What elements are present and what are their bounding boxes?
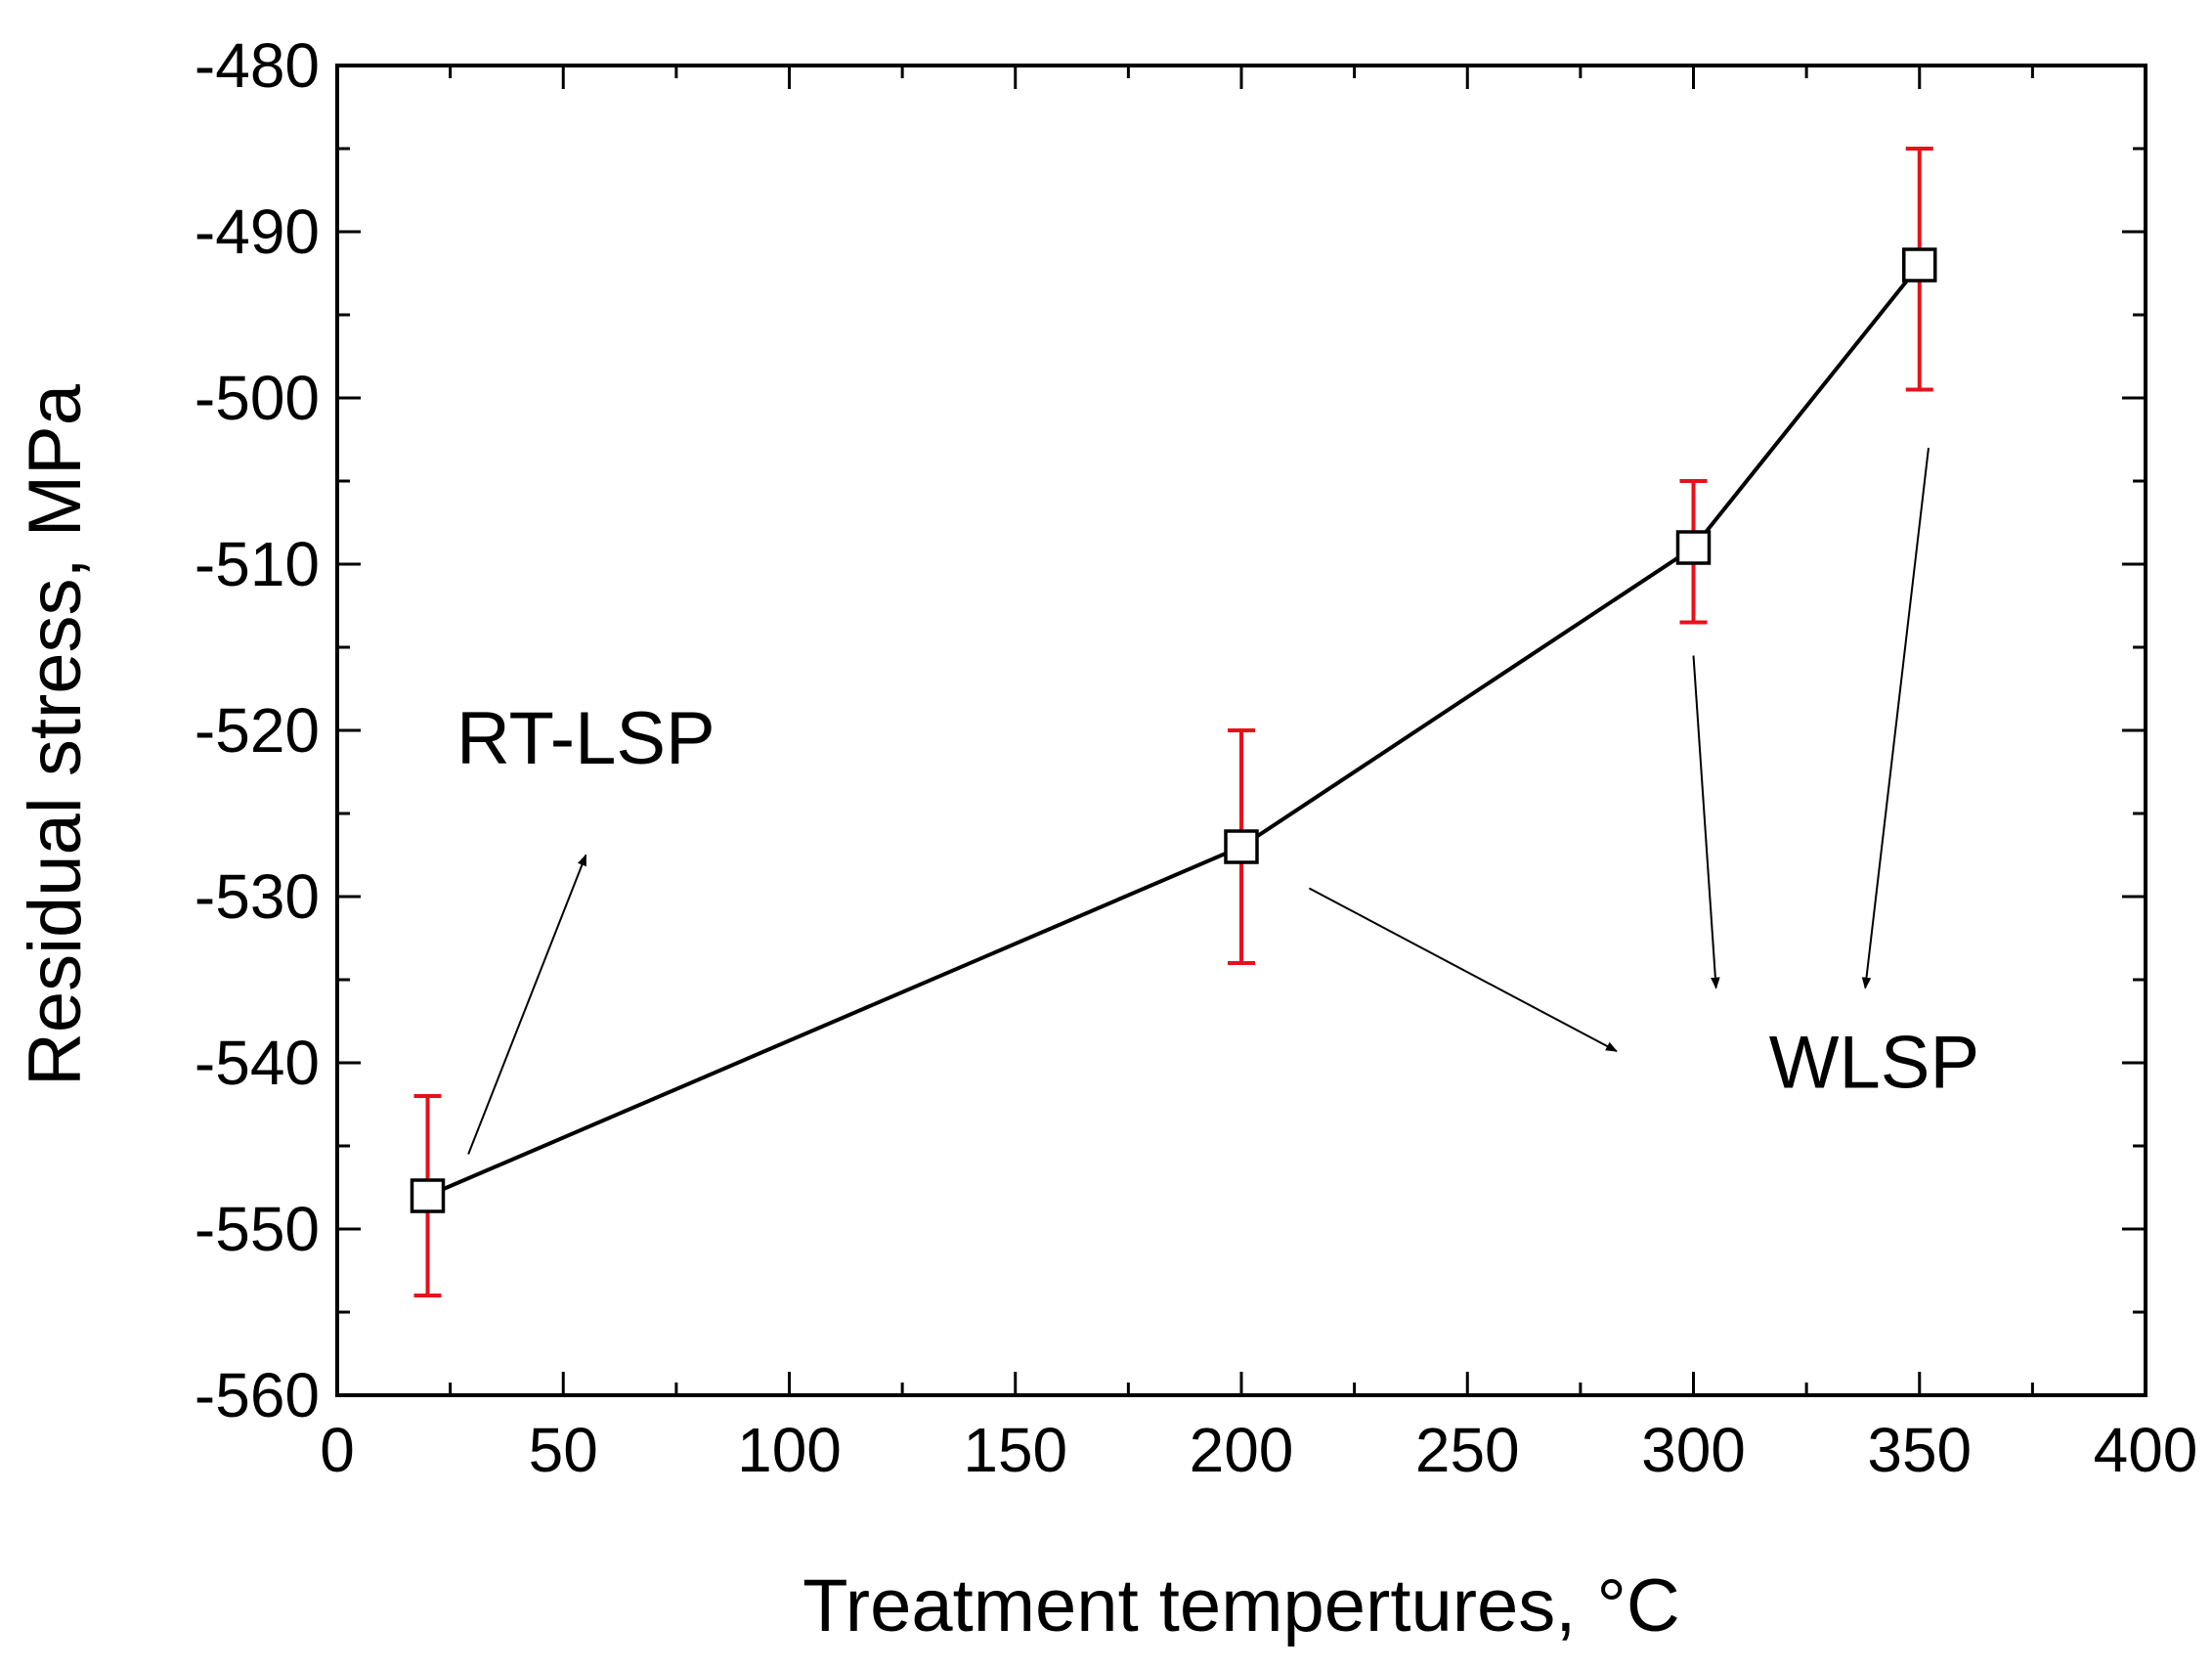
annotation-arrow — [1861, 447, 1930, 989]
annotation-arrows — [467, 447, 1930, 1155]
series-lines — [426, 263, 1922, 1198]
annotation-label: RT-LSP — [456, 697, 716, 780]
x-axis-tick-labels: 0 50 100 150 200 250 300 350 400 — [320, 1415, 2197, 1485]
x-tick-label: 100 — [737, 1415, 842, 1485]
x-tick-label: 300 — [1641, 1415, 1746, 1485]
x-tick-label: 200 — [1190, 1415, 1294, 1485]
data-point — [1902, 247, 1937, 283]
y-tick-label: -490 — [195, 197, 320, 267]
annotation-arrow — [1692, 655, 1720, 989]
x-tick-label: 400 — [2094, 1415, 2198, 1485]
annotation-arrow — [467, 854, 587, 1155]
data-point — [1675, 530, 1712, 565]
y-tick-label: -520 — [195, 695, 320, 766]
y-tick-label: -540 — [195, 1028, 320, 1098]
annotation-arrow — [1308, 887, 1618, 1052]
x-tick-label: 0 — [320, 1415, 355, 1485]
data-point — [1224, 829, 1259, 864]
y-tick-label: -510 — [195, 529, 320, 599]
data-markers — [410, 247, 1937, 1213]
y-axis-tick-labels: -480 -490 -500 -510 -520 -530 -540 -550 -560 — [195, 30, 320, 1430]
y-tick-label: -530 — [195, 861, 320, 932]
x-tick-label: 350 — [1867, 1415, 1972, 1485]
annotation-labels: RT-LSP WLSP — [456, 697, 1979, 1105]
y-tick-label: -550 — [195, 1194, 320, 1264]
y-tick-label: -560 — [195, 1360, 320, 1430]
y-tick-label: -480 — [195, 30, 320, 101]
x-tick-label: 150 — [963, 1415, 1067, 1485]
data-point — [410, 1178, 446, 1213]
x-tick-label: 250 — [1415, 1415, 1520, 1485]
y-tick-label: -500 — [195, 363, 320, 433]
x-axis-title: Treatment tempertures, °C — [802, 1564, 1680, 1647]
annotation-label: WLSP — [1769, 1022, 1979, 1105]
y-axis-title: Residual stress, MPa — [14, 383, 97, 1086]
series-line — [426, 263, 1922, 1198]
x-tick-label: 50 — [529, 1415, 598, 1485]
axis-ticks — [335, 64, 2147, 1397]
